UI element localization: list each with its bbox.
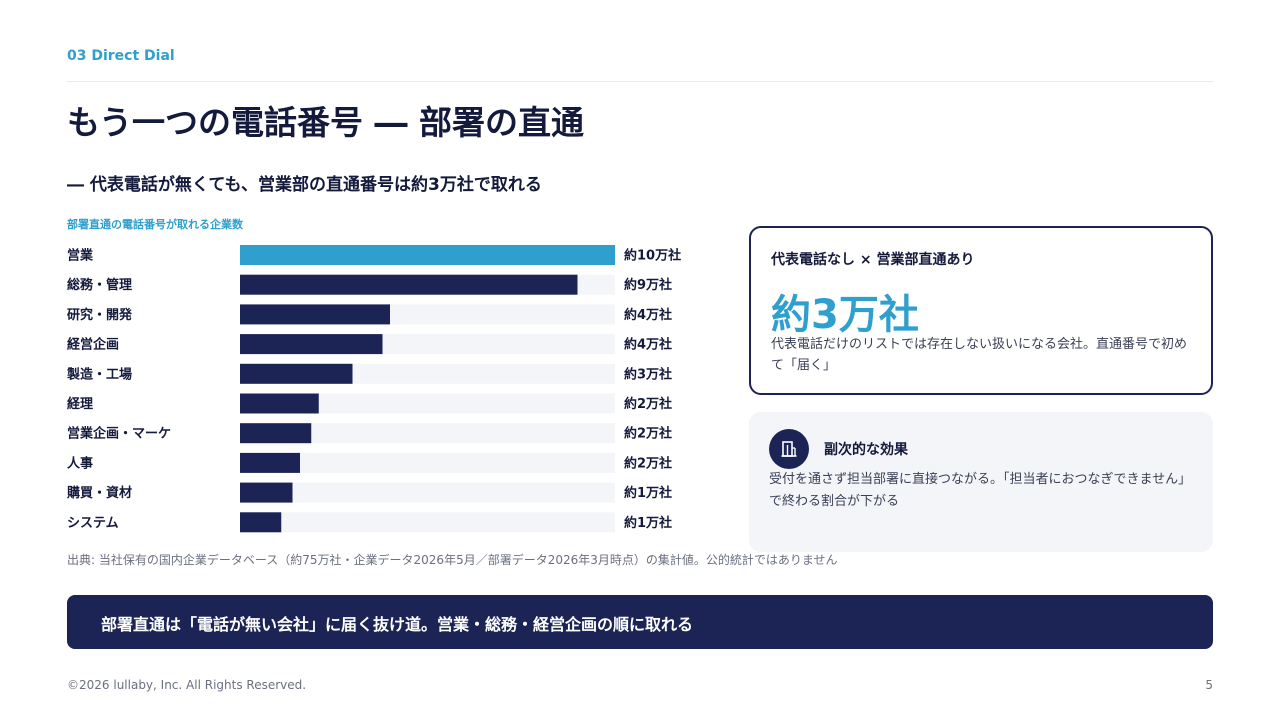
side-card-heading: 副次的な効果 [824,442,908,458]
value-label: 約9万社 [624,277,672,293]
value-label: 約1万社 [624,515,672,531]
conclusion-banner: 部署直通は「電話が無い会社」に届く抜け道。営業・総務・経営企画の順に取れる [67,595,1213,649]
highlight-card-description: 代表電話だけのリストでは存在しない扱いになる会社。直通番号で初めて「届く」 [771,337,1188,373]
category-label: 人事 [67,455,93,471]
category-label: 経営企画 [67,337,119,353]
bar-track [240,452,615,473]
source-note: 出典: 当社保有の国内企業データベース（約75万社・企業データ2026年5月／部… [67,553,838,567]
value-label: 約4万社 [624,337,672,353]
section-tag: 03 Direct Dial [67,48,175,64]
bar-track [240,482,615,503]
bar [240,512,282,533]
value-label: 約1万社 [624,485,672,501]
bar [240,334,383,355]
highlight-card-value: 約3万社 [771,292,919,338]
bar [240,393,319,414]
category-label: 購買・資材 [66,485,132,501]
bar [240,452,300,473]
category-label: システム [67,516,119,531]
bar [240,363,353,384]
category-label: 製造・工場 [66,366,132,382]
bar-track [240,512,615,533]
value-label: 約2万社 [624,426,672,442]
bar-track [240,393,615,414]
category-label: 研究・開発 [67,307,133,323]
value-label: 約3万社 [624,366,672,382]
highlight-card: 代表電話なし × 営業部直通あり 約3万社 代表電話だけのリストでは存在しない扱… [749,226,1213,395]
category-label: 総務・管理 [67,277,132,293]
bar [240,304,390,325]
page-title: もう一つの電話番号 ― 部署の直通 [67,103,584,142]
page-number: 5 [1205,678,1213,692]
bar [240,245,615,265]
category-label: 営業企画・マーケ [67,426,171,442]
banner-text: 部署直通は「電話が無い会社」に届く抜け道。営業・総務・経営企画の順に取れる [101,615,694,634]
bar-track [240,423,615,444]
bar [240,423,312,444]
side-effect-card: 副次的な効果 受付を通さず担当部署に直接つながる。「担当者におつなぎできません」… [749,412,1213,552]
category-label: 営業 [67,248,94,264]
bar [240,482,293,503]
footer-copyright: ©2026 lullaby, Inc. All Rights Reserved. [67,678,307,692]
category-label: 経理 [67,396,93,412]
value-label: 約10万社 [624,248,681,264]
side-card-description: 受付を通さず担当部署に直接つながる。「担当者におつなぎできません」で終わる割合が… [769,472,1192,509]
value-label: 約2万社 [624,455,672,471]
header-divider [67,81,1213,82]
chart-caption: 部署直通の電話番号が取れる企業数 [67,218,243,231]
page-subtitle: ― 代表電話が無くても、営業部の直通番号は約3万社で取れる [67,175,542,195]
building-icon [769,429,809,469]
value-label: 約4万社 [624,307,672,323]
bar [240,274,578,295]
value-label: 約2万社 [624,396,672,412]
highlight-card-heading: 代表電話なし × 営業部直通あり [771,252,975,268]
